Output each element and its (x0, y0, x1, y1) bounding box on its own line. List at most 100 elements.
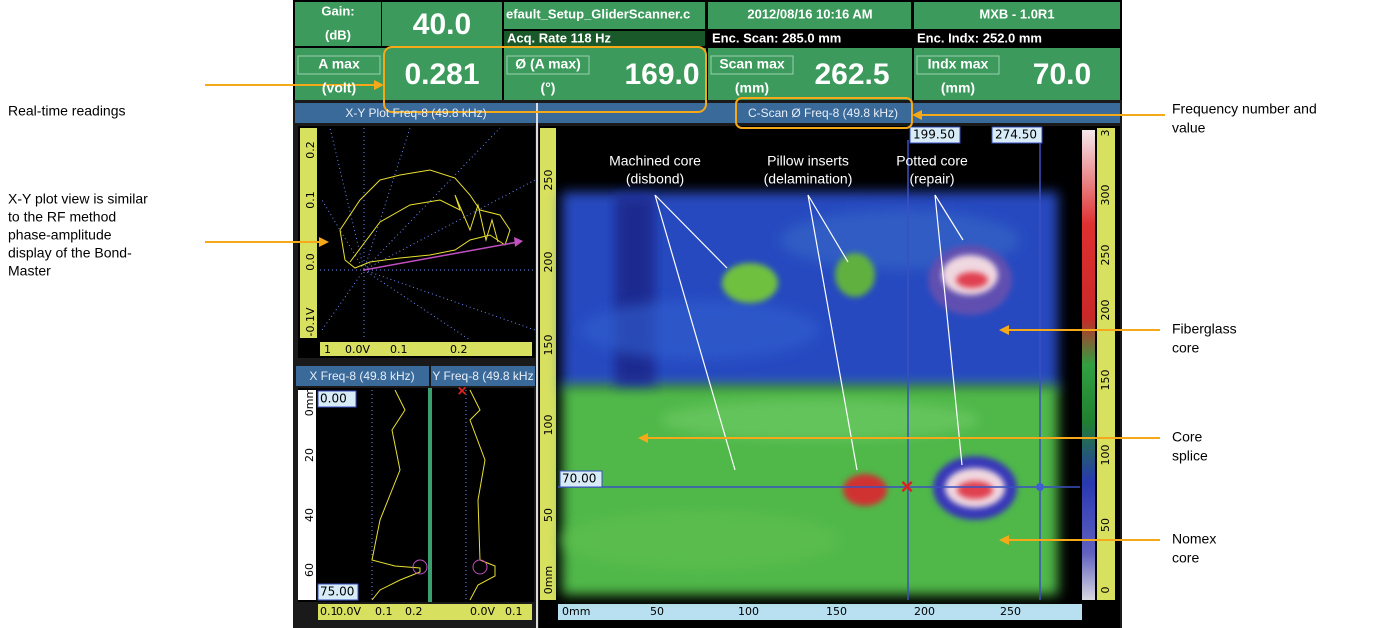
xy-vector-head (514, 237, 523, 247)
color-tick-label: 3 (1099, 130, 1112, 137)
callout: Core (1172, 429, 1203, 445)
reading-unit: (volt) (322, 80, 356, 96)
color-tick-label: 0 (1099, 587, 1112, 594)
tick-label: 0.1 (505, 605, 523, 618)
region-label: Machined core (609, 153, 701, 169)
tick-label: 0.1 (390, 343, 408, 356)
callout: X-Y plot view is similar (8, 191, 148, 207)
color-tick-label: 200 (1099, 300, 1112, 321)
callout-arrowheads (319, 80, 1009, 545)
panel-title: Y Freq-8 (49.8 kHz (432, 369, 533, 383)
callout: core (1172, 340, 1199, 356)
color-tick-label: 100 (1099, 445, 1112, 466)
xy-x-scale (320, 342, 532, 356)
strip-cursor (412, 559, 428, 575)
callout: splice (1172, 448, 1208, 464)
enc-scan: Enc. Scan: 285.0 mm (712, 30, 841, 45)
cursor-value: 0.00 (320, 392, 347, 406)
version: MXB - 1.0R1 (979, 6, 1054, 21)
tick-label: 0.0 (304, 253, 317, 271)
xy-y-scale (300, 128, 317, 338)
tick-label: 0.1 (304, 191, 317, 209)
gain-value: 40.0 (413, 8, 471, 41)
tick-label: 40 (303, 508, 316, 522)
cscan-x-scale (558, 604, 1082, 620)
inner-arrows (654, 194, 964, 471)
panel-title: C-Scan Ø Freq-8 (49.8 kHz) (748, 106, 898, 120)
callout: Nomex (1172, 531, 1216, 547)
reading-label-boxes (297, 55, 1000, 75)
reading-value: 262.5 (814, 58, 889, 91)
reading-label: Ø (A max) (515, 56, 581, 72)
reading-value: 70.0 (1033, 58, 1091, 91)
color-tick-label: 300 (1099, 185, 1112, 206)
y-strip (432, 388, 534, 602)
tick-label: 1 (324, 343, 331, 356)
strip-x-scale (318, 604, 532, 620)
datetime: 2012/08/16 10:16 AM (747, 6, 872, 21)
panel-title: X Freq-8 (49.8 kHz) (309, 369, 414, 383)
reading-value: 169.0 (624, 58, 699, 91)
tick-label: 200 (542, 252, 555, 273)
cursor-value: 274.50 (995, 128, 1037, 142)
tick-label: 0.2 (450, 343, 468, 356)
tick-label: 0.0V (336, 605, 361, 618)
title-bar (295, 103, 1120, 123)
x-strip (298, 388, 428, 602)
tick-label: 200 (914, 605, 935, 618)
cscan-y-scale (540, 128, 556, 600)
tick-label: 0mm (303, 388, 316, 416)
cscan-marker (1036, 483, 1044, 491)
reading-label: Scan max (719, 56, 785, 72)
strip-divider (428, 388, 432, 602)
title-bar (296, 366, 429, 386)
setup-name: efault_Setup_GliderScanner.c (506, 6, 690, 21)
x-trace (371, 389, 421, 601)
reading-unit: (°) (541, 80, 556, 96)
color-tick-label: 150 (1099, 370, 1112, 391)
gain-label: Gain: (321, 3, 354, 18)
color-tick-label: 250 (1099, 245, 1112, 266)
title-bar (431, 366, 535, 386)
region-label: (delamination) (764, 171, 853, 187)
callout: display of the Bond- (8, 245, 132, 261)
cursor-value: 70.00 (562, 472, 596, 486)
strip-y-scale (298, 390, 316, 600)
reading-value: 0.281 (404, 58, 479, 91)
enc-indx: Enc. Indx: 252.0 mm (917, 30, 1042, 45)
tick-label: 0mm (562, 605, 590, 618)
region-label: Potted core (896, 153, 968, 169)
tick-label: 20 (303, 448, 316, 462)
tick-label: 0.2 (405, 605, 423, 618)
reading-label: Indx max (928, 56, 989, 72)
tick-label: 0.0V (470, 605, 495, 618)
tick-label: 60 (303, 563, 316, 577)
callout: Fiberglass (1172, 321, 1237, 337)
tick-label: 50 (650, 605, 664, 618)
color-scale (1097, 128, 1115, 600)
callout-lines (205, 46, 1165, 541)
tick-label: 150 (542, 335, 555, 356)
cscan-image (560, 192, 1058, 595)
tick-label: 0.0V (345, 343, 370, 356)
tick-label: 0mm (542, 566, 555, 594)
callout: to the RF method (8, 209, 116, 225)
color-bar (1082, 130, 1095, 600)
header-cells (295, 2, 1120, 100)
strip-marker: × (457, 383, 466, 400)
strip-grid (371, 390, 467, 600)
xy-trace (339, 169, 511, 269)
xy-vector (363, 241, 519, 271)
callout: Frequency number and (1172, 101, 1317, 117)
tick-label: 50 (542, 508, 555, 522)
cscan-cursors (558, 140, 1080, 600)
tick-label: 250 (542, 170, 555, 191)
reading-unit: (mm) (941, 80, 975, 96)
callout: Master (8, 263, 51, 279)
tick-label: 0.1 (375, 605, 393, 618)
tick-label: 250 (1000, 605, 1021, 618)
xy-plot (298, 126, 535, 358)
tick-label: -0.1V (304, 307, 317, 336)
xy-grid (320, 127, 536, 341)
cursor-boxes (317, 126, 1043, 601)
